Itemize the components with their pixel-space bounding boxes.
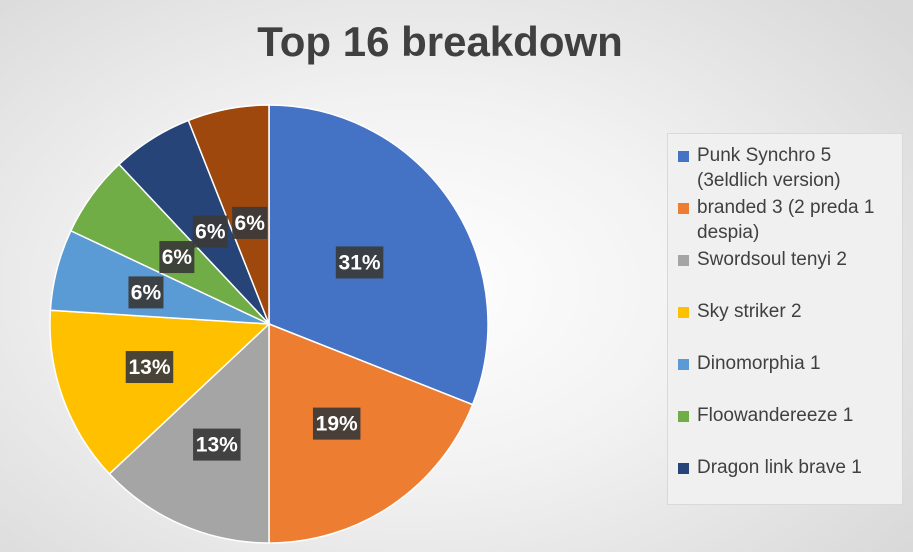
pie-slice-4 [49,309,271,475]
svg-text:6%: 6% [195,221,226,244]
legend-label: Sky striker 2 [697,301,802,322]
data-label-5: 6% [128,276,164,309]
legend: Punk Synchro 5 (3eldlich version) branded… [667,133,903,505]
legend-swatch [678,203,689,214]
svg-text:13%: 13% [128,356,170,379]
svg-text:31%: 31% [339,251,381,274]
legend-label: Dinomorphia 1 [697,353,821,374]
svg-text:6%: 6% [162,246,193,269]
data-label-7: 6% [192,215,228,248]
pie-slice-2 [268,322,474,544]
legend-label: branded 3 (2 preda 1 despia) [697,197,875,243]
data-label-6: 6% [159,241,195,274]
legend-item: Swordsoul tenyi 2 [678,248,896,300]
data-label-2: 19% [312,407,361,440]
pie-slice-8 [187,104,270,325]
svg-text:6%: 6% [235,212,266,235]
data-label-8: 6% [232,206,268,239]
legend-item: Sky striker 2 [678,300,896,352]
pie-data-labels: 31%19%13%13%6%6%6% 6% [125,206,384,461]
legend-label: Floowandereeze 1 [697,405,854,426]
legend-label: Punk Synchro 5 (3eldlich version) [697,145,841,191]
legend-item: Dinomorphia 1 [678,352,896,404]
legend-swatch [678,151,689,162]
svg-text:6%: 6% [131,281,162,304]
legend-swatch [678,463,689,474]
legend-swatch [678,411,689,422]
legend-swatch [678,255,689,266]
legend-label: Dragon link brave 1 [697,457,862,478]
legend-label: Swordsoul tenyi 2 [697,249,847,270]
svg-text:19%: 19% [316,413,358,436]
pie-slice-3 [108,322,270,544]
chart-title: Top 16 breakdown [257,18,623,65]
data-label-4: 13% [125,351,174,384]
legend-item: Punk Synchro 5 (3eldlich version) [678,144,896,196]
data-label-3: 13% [193,428,241,461]
legend-item: Floowandereeze 1 [678,404,896,456]
legend-item: Dragon link brave 1 [678,456,896,508]
legend-swatch [678,359,689,370]
legend-item: branded 3 (2 preda 1 despia) [678,196,896,248]
pie-slices [49,104,489,544]
data-label-1: 31% [335,246,384,279]
svg-text:13%: 13% [196,434,238,457]
legend-swatch [678,307,689,318]
